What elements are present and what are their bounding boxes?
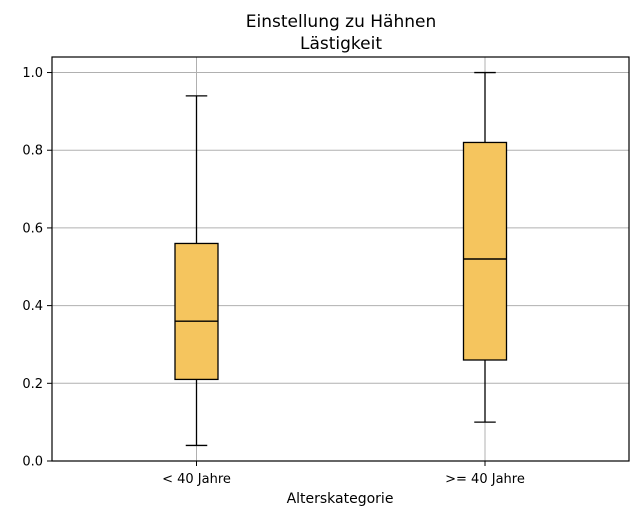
grid-layer — [52, 57, 629, 461]
y-tick-label: 0.0 — [22, 455, 43, 470]
chart-subtitle: Lästigkeit — [300, 34, 382, 54]
x-axis-label: Alterskategorie — [287, 491, 394, 507]
x-tick-label: >= 40 Jahre — [445, 472, 525, 487]
box-iqr — [175, 243, 218, 379]
y-tick-label: 0.8 — [22, 144, 43, 159]
x-tick-label: < 40 Jahre — [162, 472, 231, 487]
y-tick-label: 1.0 — [22, 66, 43, 81]
tick-layer: 0.0 0.2 0.4 0.6 0.8 1.0 < 40 Jahre >= 40 Jahre — [22, 66, 525, 487]
box-group — [464, 73, 507, 423]
plot-frame — [52, 57, 629, 461]
box-group — [175, 96, 218, 446]
chart-title: Einstellung zu Hähnen — [246, 12, 437, 32]
box-iqr — [464, 142, 507, 360]
box-layer — [175, 73, 507, 446]
y-tick-label: 0.4 — [22, 299, 43, 314]
y-tick-label: 0.6 — [22, 221, 43, 236]
y-tick-label: 0.2 — [22, 377, 43, 392]
